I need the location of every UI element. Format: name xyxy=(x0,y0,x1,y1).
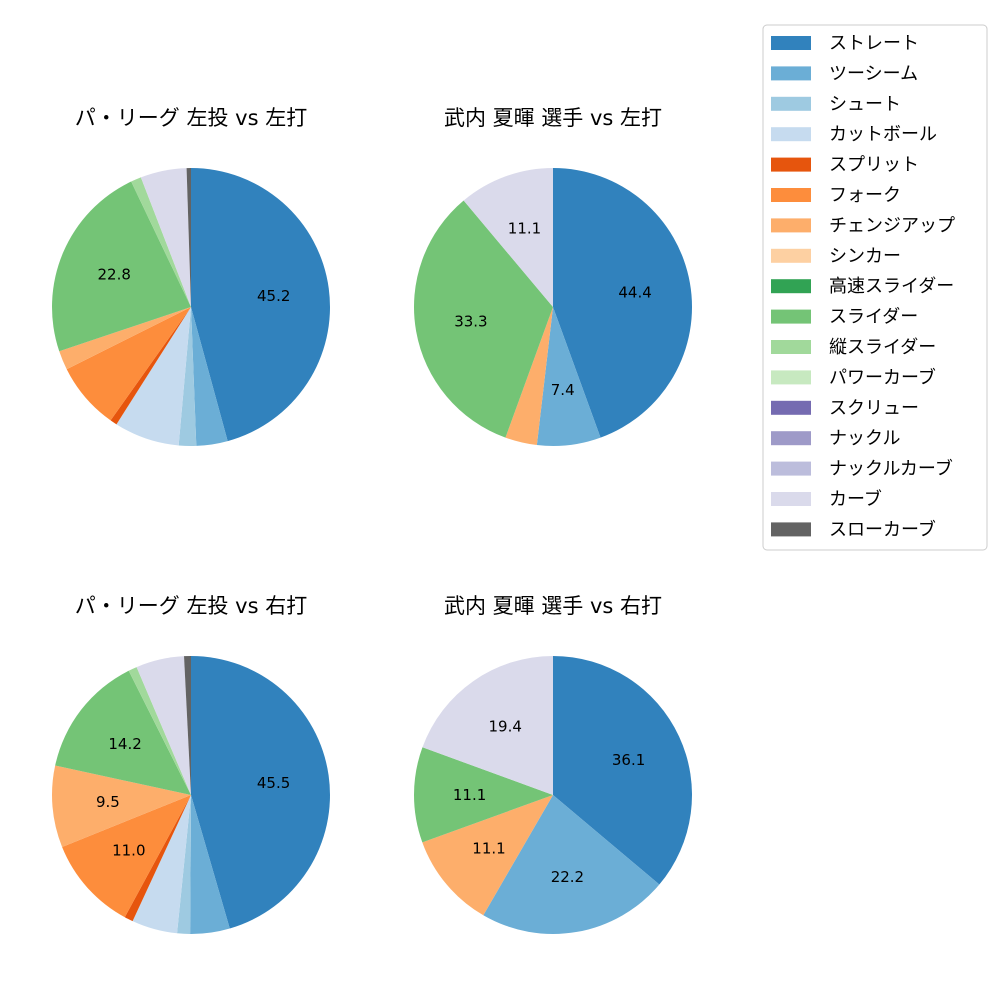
pie-3-slice-label-6: 11.0 xyxy=(112,842,145,860)
legend-label-16: カーブ xyxy=(829,488,882,510)
legend-label-10: スライダー xyxy=(829,307,918,328)
legend-label-8: シンカー xyxy=(829,246,901,267)
pie-1-slice-1 xyxy=(191,168,330,442)
pie-charts: 45.2 22.8 44.4 7.4 33.3 11.1 45.5 11.0 9.5 14.2 36… xyxy=(52,168,693,935)
pie-2-slice-5 xyxy=(463,168,553,307)
pie-4-slice-label-1: 36.1 xyxy=(612,751,645,769)
pie-1-slice-11 xyxy=(186,168,191,307)
legend-swatch-1 xyxy=(771,36,811,50)
pie-1-slice-label-8: 22.8 xyxy=(97,266,130,284)
pie-title-league-vs-left: パ・リーグ 左投 vs 左打 xyxy=(75,106,307,130)
pie-2: 44.4 7.4 33.3 11.1 xyxy=(413,168,693,447)
pie-4-slice-4 xyxy=(414,747,553,843)
legend-label-17: スローカーブ xyxy=(829,518,936,540)
legend-swatch-12 xyxy=(771,370,811,385)
pie-3-slice-3 xyxy=(177,795,191,934)
pie-2-slice-label-5: 11.1 xyxy=(508,220,541,238)
legend-swatch-13 xyxy=(771,400,811,415)
pie-3-slice-11 xyxy=(184,656,191,795)
legend-swatch-11 xyxy=(771,340,811,354)
pie-3-slice-label-7: 9.5 xyxy=(96,793,120,811)
legend-label-3: シュート xyxy=(829,94,901,115)
legend-label-5: スプリット xyxy=(829,155,919,176)
pie-4: 36.1 22.2 11.1 11.1 19.4 xyxy=(414,656,692,935)
legend-swatch-7 xyxy=(771,218,811,233)
legend-swatch-5 xyxy=(771,157,811,172)
legend-swatch-3 xyxy=(771,96,811,111)
pie-2-slice-4 xyxy=(413,200,553,438)
pie-1: 45.2 22.8 xyxy=(52,168,330,447)
pie-1-slice-2 xyxy=(191,307,228,446)
pie-4-slice-1 xyxy=(553,656,692,885)
legend-label-12: パワーカーブ xyxy=(829,366,936,388)
pie-3: 45.5 11.0 9.5 14.2 xyxy=(52,656,330,935)
legend-label-4: カットボール xyxy=(829,124,937,145)
pie-2-slice-2 xyxy=(536,307,601,447)
legend-label-13: スクリュー xyxy=(829,398,919,419)
pie-3-slice-10 xyxy=(136,656,191,795)
legend-label-1: ストレート xyxy=(829,33,919,54)
pie-1-slice-10 xyxy=(140,168,191,307)
pie-4-slice-label-2: 22.2 xyxy=(551,868,584,886)
pie-3-slice-label-1: 45.5 xyxy=(257,774,290,792)
pie-3-slice-9 xyxy=(128,667,191,795)
pie-1-slice-label-1: 45.2 xyxy=(257,287,290,305)
pie-4-slice-2 xyxy=(483,795,660,935)
legend-label-6: フォーク xyxy=(829,185,901,206)
pie-title-league-vs-right: パ・リーグ 左投 vs 右打 xyxy=(75,594,307,618)
legend-swatch-9 xyxy=(771,279,811,294)
legend-items: ストレートツーシームシュートカットボールスプリットフォークチェンジアップシンカー… xyxy=(771,33,955,540)
pie-2-slice-label-2: 7.4 xyxy=(551,381,575,399)
legend-swatch-2 xyxy=(771,66,811,81)
pie-2-slice-1 xyxy=(553,168,693,438)
legend-label-2: ツーシーム xyxy=(829,63,918,84)
legend-swatch-17 xyxy=(771,522,811,537)
pie-title-pitcher-vs-left: 武内 夏暉 選手 vs 左打 xyxy=(444,106,662,130)
pie-3-slice-5 xyxy=(124,795,191,922)
pie-3-slice-1 xyxy=(191,656,330,929)
pie-2-slice-3 xyxy=(505,307,553,446)
legend-label-9: 高速スライダー xyxy=(829,276,954,297)
pie-1-slice-7 xyxy=(59,307,191,370)
pie-4-slice-5 xyxy=(422,656,553,795)
legend-swatch-10 xyxy=(771,309,811,324)
pie-1-slice-6 xyxy=(66,307,191,421)
legend-swatch-8 xyxy=(771,248,811,263)
pie-title-pitcher-vs-right: 武内 夏暉 選手 vs 右打 xyxy=(444,594,662,618)
pie-1-slice-5 xyxy=(110,307,191,425)
pie-3-slice-4 xyxy=(132,795,191,934)
pie-4-slice-3 xyxy=(422,795,553,916)
pie-3-slice-2 xyxy=(190,795,230,935)
pie-1-slice-3 xyxy=(178,307,197,447)
pie-3-slice-7 xyxy=(52,765,191,847)
pie-3-slice-6 xyxy=(62,795,192,918)
legend-label-11: 縦スライダー xyxy=(829,337,936,358)
legend-swatch-14 xyxy=(771,431,811,446)
legend-frame xyxy=(762,24,988,551)
legend-swatch-4 xyxy=(771,127,811,142)
legend-swatch-16 xyxy=(771,492,811,506)
legend: ストレートツーシームシュートカットボールスプリットフォークチェンジアップシンカー… xyxy=(762,24,988,551)
legend-label-7: チェンジアップ xyxy=(829,215,955,236)
pie-3-slice-8 xyxy=(55,670,191,795)
pie-1-slice-9 xyxy=(131,177,191,307)
legend-swatch-15 xyxy=(771,461,811,476)
pie-4-slice-label-5: 19.4 xyxy=(488,718,521,736)
legend-swatch-6 xyxy=(771,188,811,202)
pie-3-slice-label-8: 14.2 xyxy=(108,735,141,753)
legend-label-14: ナックル xyxy=(829,428,900,449)
pie-2-slice-label-4: 33.3 xyxy=(454,313,487,331)
pie-1-slice-4 xyxy=(116,307,191,446)
pie-4-slice-label-3: 11.1 xyxy=(472,840,505,858)
pie-4-slice-label-4: 11.1 xyxy=(453,786,486,804)
pie-1-slice-8 xyxy=(52,181,192,352)
legend-label-15: ナックルカーブ xyxy=(829,458,953,480)
pie-2-slice-label-1: 44.4 xyxy=(618,284,651,302)
